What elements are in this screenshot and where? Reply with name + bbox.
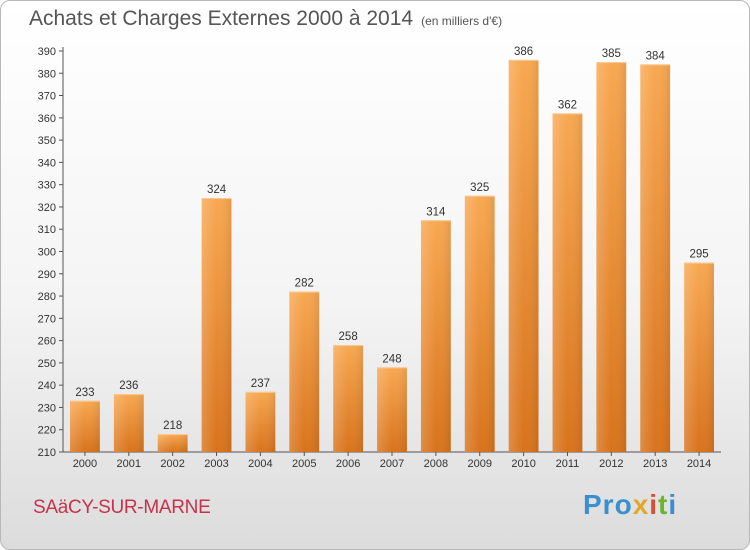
data-label-2002: 218 [163, 420, 182, 432]
chart-title: Achats et Charges Externes 2000 à 2014 (e… [29, 7, 502, 31]
proxiti-logo: Proxiti [583, 489, 677, 521]
y-tick-label: 330 [38, 180, 56, 192]
bar-shade-2000 [70, 400, 100, 452]
x-tick-label: 2012 [599, 458, 623, 470]
x-tick-label: 2014 [687, 458, 711, 470]
bar-shade-2007 [377, 367, 407, 452]
x-tick-label: 2000 [73, 458, 97, 470]
y-tick-label: 240 [38, 380, 56, 392]
data-label-2005: 282 [295, 278, 314, 290]
x-tick-label: 2009 [467, 458, 491, 470]
bar-shade-2008 [420, 220, 451, 452]
y-tick-label: 370 [38, 91, 56, 103]
data-label-2013: 384 [646, 50, 666, 62]
labels: 233 236 218 324 237 282 258 248 314 325 386 362 385 3… [75, 46, 708, 432]
logo-part: i [668, 489, 678, 520]
y-tick-label: 210 [38, 447, 56, 459]
commune-name: SAäCY-SUR-MARNE [33, 497, 211, 518]
y-tick-label: 320 [38, 202, 56, 214]
y-tick-label: 340 [38, 157, 56, 169]
data-label-2009: 325 [470, 182, 489, 194]
bar-shade-2002 [157, 434, 188, 452]
y-tick-label: 270 [38, 313, 56, 325]
data-label-2010: 386 [514, 46, 533, 58]
logo-part: t [658, 489, 669, 520]
bar-shade-2010 [508, 59, 539, 453]
data-label-2011: 362 [558, 99, 577, 111]
bar-shade-2006 [333, 345, 364, 452]
y-tick-label: 360 [38, 113, 56, 125]
x-tick-label: 2005 [292, 458, 316, 470]
x-tick-label: 2011 [556, 458, 580, 470]
chart-title-text: Achats et Charges Externes 2000 à 2014 [29, 7, 414, 30]
y-tick-label: 380 [38, 68, 56, 80]
data-label-2014: 295 [689, 249, 708, 261]
data-label-2003: 324 [207, 184, 227, 196]
data-label-2007: 248 [382, 353, 401, 365]
bar-shade-2012 [596, 62, 627, 453]
x-tick-label: 2010 [511, 458, 535, 470]
bar-shade-2001 [113, 394, 144, 452]
chart-subtitle: (en milliers d'€) [421, 14, 503, 28]
bars [70, 59, 714, 453]
x-tick-label: 2013 [643, 458, 667, 470]
bar-shade-2009 [464, 195, 495, 453]
y-tick-label: 230 [38, 402, 56, 414]
bar-shade-2011 [552, 113, 583, 452]
x-tick-label: 2008 [424, 458, 448, 470]
y-tick-label: 250 [38, 358, 56, 370]
x-tick-label: 2002 [160, 458, 184, 470]
data-label-2000: 233 [75, 387, 94, 399]
y-tick-label: 260 [38, 336, 56, 348]
bar-shade-2013 [640, 64, 671, 452]
data-label-2006: 258 [339, 331, 358, 343]
bar-shade-2014 [684, 262, 714, 452]
x-tick-label: 2006 [336, 458, 360, 470]
y-tick-label: 390 [38, 46, 56, 58]
y-tick-label: 280 [38, 291, 56, 303]
y-tick-label: 350 [38, 135, 56, 147]
logo-part: Pro [583, 489, 633, 520]
data-label-2012: 385 [602, 48, 621, 60]
x-tick-label: 2003 [204, 458, 228, 470]
data-label-2001: 236 [119, 380, 138, 392]
y-tick-label: 220 [38, 425, 56, 437]
x-tick-label: 2004 [248, 458, 272, 470]
x-tick-label: 2007 [380, 458, 404, 470]
y-tick-label: 300 [38, 247, 56, 259]
y-tick-label: 310 [38, 224, 56, 236]
bar-shade-2004 [245, 391, 276, 452]
x-tick-label: 2001 [117, 458, 141, 470]
logo-part: i [649, 489, 659, 520]
y-tick-label: 290 [38, 269, 56, 281]
data-label-2004: 237 [251, 378, 270, 390]
bar-shade-2003 [201, 198, 232, 452]
data-label-2008: 314 [426, 206, 446, 218]
logo-part: x [632, 489, 650, 520]
bar-shade-2005 [289, 291, 320, 452]
